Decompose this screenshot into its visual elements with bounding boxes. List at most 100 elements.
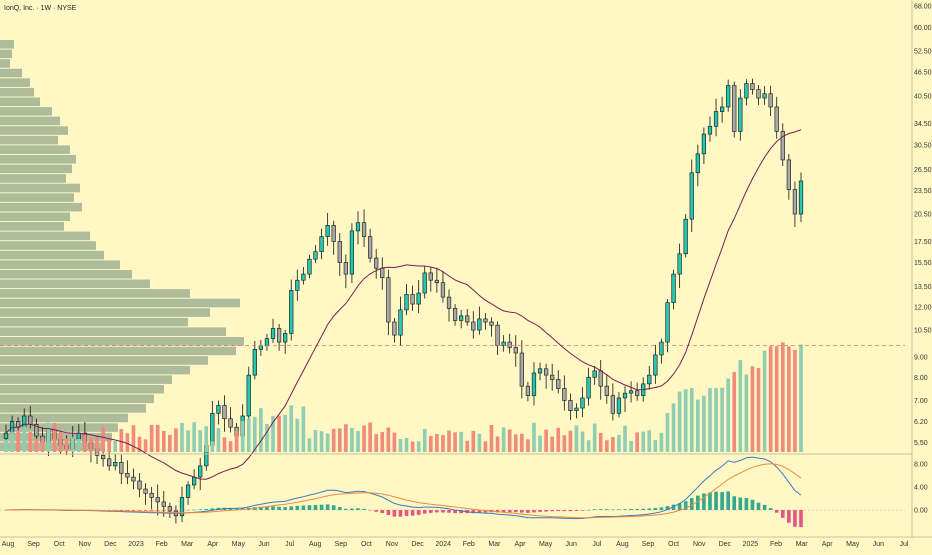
chart-title: IonQ, Inc. · 1W · NYSE [4, 5, 77, 12]
macd-histogram-bar-127 [774, 510, 779, 513]
macd-histogram-bar-129 [787, 510, 791, 523]
volume-profile-bar-35 [0, 375, 172, 384]
volume-bar-34 [210, 441, 215, 452]
volume-profile-bar-1 [0, 49, 12, 59]
volume-bar-101 [617, 434, 621, 452]
macd-histogram-bar-20 [125, 510, 130, 511]
volume-bar-90 [550, 436, 555, 452]
volume-bar-111 [677, 391, 682, 452]
volume-bar-59 [362, 425, 366, 452]
time-tick-label-0: Aug [2, 541, 15, 548]
time-tick-label-13: Sep [335, 541, 348, 548]
time-tick-label-15: Nov [386, 541, 399, 548]
volume-bar-20 [125, 433, 130, 452]
macd-histogram-bar-120 [732, 496, 737, 510]
macd-histogram-bar-54 [331, 505, 336, 510]
volume-bar-17 [107, 437, 111, 452]
price-tick-label-9: 20.50 [914, 212, 932, 219]
candle-body-96 [586, 376, 591, 399]
macd-histogram-bar-26 [161, 510, 166, 511]
volume-profile-bar-39 [0, 413, 128, 423]
macd-histogram-bar-116 [708, 492, 712, 510]
price-tick-label-16: 8.00 [914, 375, 928, 382]
volume-profile-bar-14 [0, 174, 66, 183]
volume-profile-bar-38 [0, 404, 146, 413]
volume-profile-bar-17 [0, 202, 82, 212]
volume-profile-bar-34 [0, 365, 190, 375]
volume-bar-7 [46, 422, 51, 452]
candle-body-61 [374, 257, 379, 269]
macd-histogram-bar-86 [526, 510, 530, 513]
macd-histogram-bar-33 [204, 509, 209, 510]
candle-body-32 [198, 465, 203, 478]
macd-tick-label-1: 4.00 [914, 485, 928, 492]
volume-bar-37 [228, 441, 233, 452]
macd-histogram-bar-77 [471, 510, 476, 514]
macd-histogram-bar-50 [307, 505, 312, 510]
candle-body-42 [258, 345, 264, 350]
volume-bar-1 [10, 431, 14, 452]
volume-profile-bar-2 [0, 59, 10, 68]
volume-profile-bar-28 [0, 308, 210, 317]
volume-bar-80 [489, 424, 494, 452]
macd-histogram-bar-21 [131, 510, 136, 511]
macd-histogram-bar-96 [586, 509, 591, 511]
time-tick-label-23: Jul [592, 541, 601, 548]
volume-bar-29 [180, 422, 184, 452]
candle-body-77 [471, 321, 476, 331]
candle-body-21 [131, 476, 136, 482]
volume-bar-120 [732, 372, 737, 452]
candle-body-90 [550, 374, 555, 380]
candle-body-20 [125, 472, 130, 478]
volume-bar-122 [744, 374, 749, 452]
volume-bar-66 [404, 437, 409, 452]
volume-bar-82 [501, 427, 506, 452]
candle-body-24 [149, 492, 154, 498]
volume-profile-bar-21 [0, 241, 96, 250]
macd-histogram-bar-101 [617, 509, 621, 510]
macd-histogram-bar-100 [611, 509, 615, 510]
volume-profile-bar-23 [0, 260, 120, 269]
candle-body-98 [598, 370, 603, 387]
volume-profile-bar-5 [0, 87, 34, 97]
volume-bar-9 [58, 430, 63, 452]
volume-bar-48 [295, 418, 300, 452]
volume-bar-57 [350, 427, 354, 452]
macd-histogram-bar-119 [726, 491, 730, 510]
volume-bar-69 [422, 428, 427, 452]
macd-histogram-bar-124 [756, 502, 761, 510]
volume-profile-bar-19 [0, 222, 64, 231]
time-tick-label-19: Mar [488, 541, 501, 548]
macd-histogram-bar-48 [295, 505, 300, 510]
macd-histogram-bar-131 [799, 510, 803, 528]
macd-histogram-bar-110 [671, 504, 676, 510]
volume-bar-10 [64, 438, 69, 452]
volume-profile-bar-16 [0, 193, 74, 202]
macd-histogram-bar-47 [289, 506, 294, 510]
candle-body-97 [592, 370, 597, 378]
candle-body-50 [307, 258, 312, 275]
price-tick-label-5: 34.50 [914, 121, 932, 128]
volume-bar-131 [799, 344, 803, 452]
candle-body-101 [616, 397, 622, 414]
volume-bar-93 [568, 430, 573, 452]
candle-body-110 [671, 273, 676, 303]
candle-body-27 [167, 506, 172, 512]
volume-bar-8 [52, 422, 57, 452]
candle-body-75 [459, 315, 464, 321]
macd-histogram-bar-60 [368, 510, 372, 511]
volume-profile-bar-15 [0, 183, 80, 193]
volume-profile-bar-32 [0, 346, 236, 356]
time-tick-label-6: Feb [156, 541, 168, 548]
candle-body-52 [319, 236, 324, 252]
macd-histogram-bar-37 [228, 508, 233, 510]
volume-bar-118 [720, 387, 724, 452]
candle-body-68 [416, 292, 421, 305]
volume-profile-bar-24 [0, 269, 132, 279]
macd-histogram-bar-63 [386, 510, 391, 516]
candle-body-128 [780, 131, 785, 161]
volume-bar-106 [647, 430, 652, 452]
macd-histogram-bar-130 [793, 510, 797, 527]
macd-histogram-bar-104 [635, 509, 639, 510]
